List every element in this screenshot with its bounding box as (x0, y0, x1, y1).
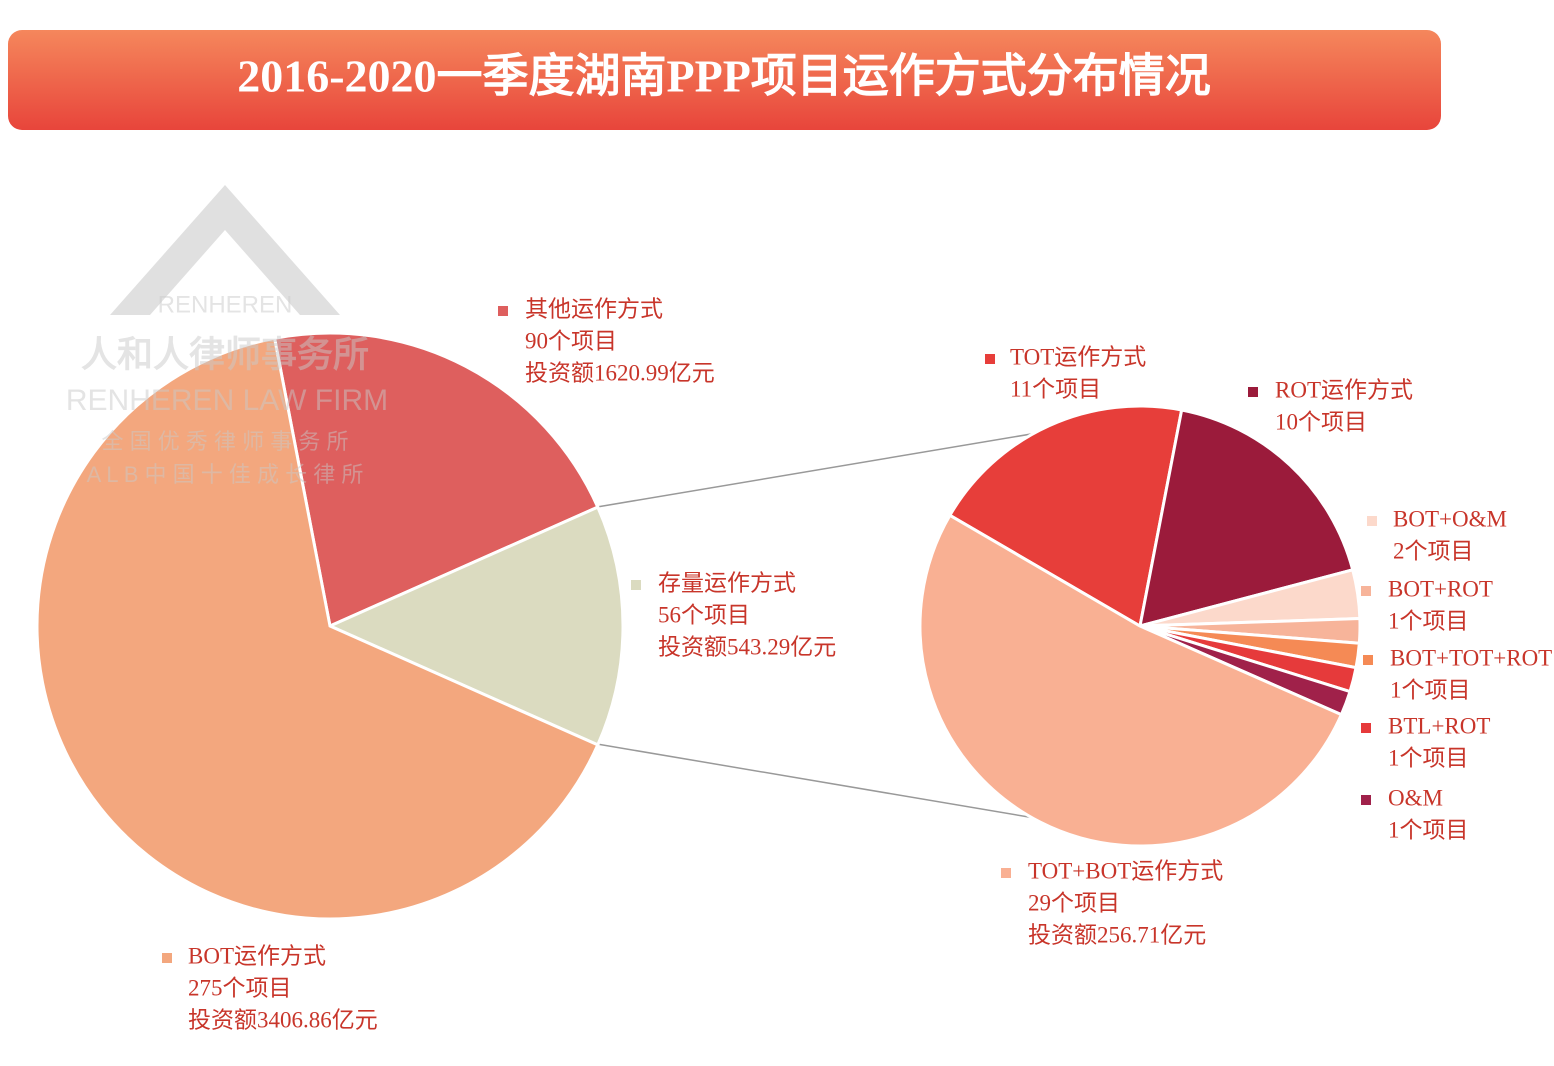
watermark-text: 人和人律师事务所 (81, 334, 369, 375)
investment-label: 投资额1620.99亿元 (525, 360, 715, 385)
value-label: 2个项目 (1393, 538, 1474, 563)
value-label: 29个项目 (1028, 890, 1120, 915)
slice-label: BOT+O&M (1393, 506, 1507, 531)
slice-label: ROT运作方式 (1275, 377, 1413, 402)
legend-marker (498, 306, 508, 316)
value-label: 1个项目 (1388, 817, 1469, 842)
slice-label: BTL+ROT (1388, 713, 1490, 738)
legend-marker (1363, 655, 1373, 665)
pie-slice (947, 404, 1184, 629)
pie-slice (918, 513, 1344, 848)
slice-label: TOT+BOT运作方式 (1028, 858, 1223, 883)
legend-marker (1367, 516, 1377, 526)
slice-label: TOT运作方式 (1010, 344, 1146, 369)
legend-marker (631, 580, 641, 590)
value-label: 275个项目 (188, 975, 292, 1000)
slice-label: 存量运作方式 (658, 570, 796, 595)
watermark-text: RENHEREN (158, 291, 293, 318)
chart-title: 2016-2020一季度湖南PPP项目运作方式分布情况 (237, 51, 1211, 102)
value-label: 1个项目 (1388, 608, 1469, 633)
pie-slice (326, 505, 625, 747)
value-label: 11个项目 (1010, 376, 1101, 401)
value-label: 56个项目 (658, 602, 750, 627)
value-label: 10个项目 (1275, 409, 1367, 434)
title-bar (8, 30, 1441, 130)
legend-marker (162, 953, 172, 963)
slice-label: 其他运作方式 (525, 296, 663, 321)
value-label: 1个项目 (1388, 745, 1469, 770)
legend-marker (1361, 723, 1371, 733)
watermark-text: RENHEREN LAW FIRM (66, 384, 388, 417)
slice-label: BOT+TOT+ROT (1390, 645, 1552, 670)
slice-label: BOT运作方式 (188, 943, 326, 968)
pie-slice (272, 331, 600, 629)
pie-slice (1138, 408, 1355, 629)
legend-marker (1361, 795, 1371, 805)
watermark: RENHEREN 人和人律师事务所 RENHEREN LAW FIRM 全 国 … (66, 185, 388, 487)
value-label: 90个项目 (525, 328, 617, 353)
investment-label: 投资额3406.86亿元 (188, 1007, 378, 1032)
slice-label: O&M (1388, 785, 1443, 810)
watermark-text: A L B 中 国 十 佳 成 长 律 所 (87, 462, 364, 487)
pie-slice (35, 336, 600, 921)
slices (35, 331, 1362, 921)
slice-label: BOT+ROT (1388, 576, 1493, 601)
value-label: 1个项目 (1390, 677, 1471, 702)
investment-label: 投资额543.29亿元 (658, 634, 836, 659)
legend-marker (1248, 387, 1258, 397)
watermark-text: 全 国 优 秀 律 师 事 务 所 (102, 429, 349, 454)
legend-marker (1001, 868, 1011, 878)
watermark-logo (110, 185, 340, 315)
legend-marker (985, 354, 995, 364)
legend-marker (1361, 586, 1371, 596)
investment-label: 投资额256.71亿元 (1028, 922, 1206, 947)
